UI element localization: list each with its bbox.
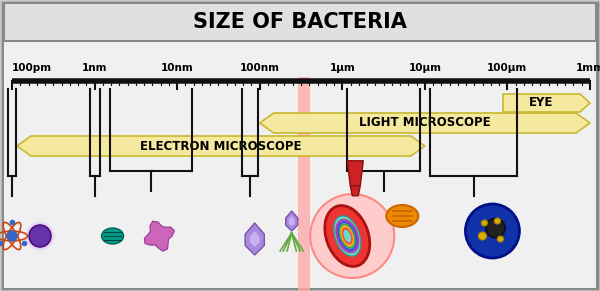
Circle shape xyxy=(310,194,394,278)
Circle shape xyxy=(478,232,487,240)
Text: 10μm: 10μm xyxy=(409,63,442,73)
Circle shape xyxy=(7,231,17,241)
Polygon shape xyxy=(289,216,295,226)
Polygon shape xyxy=(286,211,298,231)
Polygon shape xyxy=(350,186,360,196)
Circle shape xyxy=(486,219,505,237)
Circle shape xyxy=(26,222,54,250)
Polygon shape xyxy=(17,136,425,156)
Polygon shape xyxy=(503,94,590,112)
Text: 100pm: 100pm xyxy=(12,63,52,73)
Text: SIZE OF BACTERIA: SIZE OF BACTERIA xyxy=(193,12,407,32)
Circle shape xyxy=(481,220,487,226)
Ellipse shape xyxy=(325,205,370,267)
Text: 1mm: 1mm xyxy=(575,63,600,73)
Polygon shape xyxy=(250,231,260,247)
Text: 1μm: 1μm xyxy=(329,63,355,73)
Circle shape xyxy=(497,236,503,242)
Ellipse shape xyxy=(101,228,124,244)
Polygon shape xyxy=(245,223,265,255)
Circle shape xyxy=(29,225,51,247)
Circle shape xyxy=(494,218,500,224)
Ellipse shape xyxy=(386,205,418,227)
Text: 100μm: 100μm xyxy=(487,63,527,73)
FancyBboxPatch shape xyxy=(4,42,596,288)
Polygon shape xyxy=(347,161,363,186)
Text: LIGHT MICROSCOPE: LIGHT MICROSCOPE xyxy=(359,116,491,129)
Text: EYE: EYE xyxy=(529,97,554,109)
FancyBboxPatch shape xyxy=(298,77,310,291)
Polygon shape xyxy=(260,113,590,133)
Text: 10nm: 10nm xyxy=(161,63,194,73)
Polygon shape xyxy=(145,221,175,251)
FancyBboxPatch shape xyxy=(4,3,596,41)
Circle shape xyxy=(466,204,520,258)
FancyBboxPatch shape xyxy=(3,3,597,288)
Text: 100nm: 100nm xyxy=(240,63,280,73)
Text: 1nm: 1nm xyxy=(82,63,107,73)
Ellipse shape xyxy=(334,216,361,256)
Text: ELECTRON MICROSCOPE: ELECTRON MICROSCOPE xyxy=(140,139,302,152)
